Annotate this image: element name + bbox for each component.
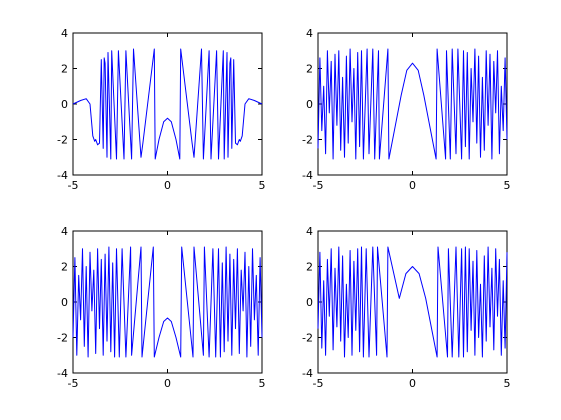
subplot-2: -5 0 5 -4 -2 0 2 4	[302, 27, 510, 192]
series-line	[72, 246, 263, 358]
axes-frame	[317, 32, 508, 176]
y-tick-label: 2	[306, 63, 313, 76]
x-tick-label: 0	[409, 377, 416, 390]
x-tick-label: -5	[68, 377, 79, 390]
y-tick-label: -4	[57, 169, 68, 182]
x-tick-label: -5	[313, 179, 324, 192]
x-tick-label: -5	[68, 179, 79, 192]
series-line	[317, 246, 508, 358]
series-line	[72, 48, 263, 160]
y-tick-label: -2	[302, 332, 313, 345]
y-tick-label: 4	[306, 225, 313, 238]
x-tick-label: 5	[504, 179, 511, 192]
y-tick-label: -4	[57, 367, 68, 380]
axes-frame	[72, 32, 263, 176]
y-tick-label: 4	[61, 27, 68, 40]
y-tick-label: 4	[61, 225, 68, 238]
y-tick-label: -2	[302, 134, 313, 147]
subplot-3: -5 0 5 -4 -2 0 2 4	[57, 225, 265, 390]
series-line	[317, 48, 508, 160]
subplot-4: -5 0 5 -4 -2 0 2 4	[302, 225, 510, 390]
subplot-1: -5 0 5 -4 -2 0 2 4	[57, 27, 265, 192]
x-tick-label: 0	[164, 179, 171, 192]
x-tick-label: -5	[313, 377, 324, 390]
x-tick-label: 0	[409, 179, 416, 192]
y-tick-label: 2	[61, 63, 68, 76]
y-tick-label: 4	[306, 27, 313, 40]
x-tick-label: 5	[259, 377, 266, 390]
y-tick-label: -4	[302, 367, 313, 380]
x-tick-label: 5	[259, 179, 266, 192]
y-tick-label: 0	[61, 296, 68, 309]
y-tick-label: -2	[57, 332, 68, 345]
y-tick-label: 2	[306, 261, 313, 274]
y-tick-label: -4	[302, 169, 313, 182]
x-tick-label: 0	[164, 377, 171, 390]
y-tick-label: -2	[57, 134, 68, 147]
y-tick-label: 0	[306, 296, 313, 309]
axes-frame	[72, 230, 263, 374]
y-tick-label: 0	[61, 98, 68, 111]
x-tick-label: 5	[504, 377, 511, 390]
y-tick-label: 2	[61, 261, 68, 274]
y-tick-label: 0	[306, 98, 313, 111]
